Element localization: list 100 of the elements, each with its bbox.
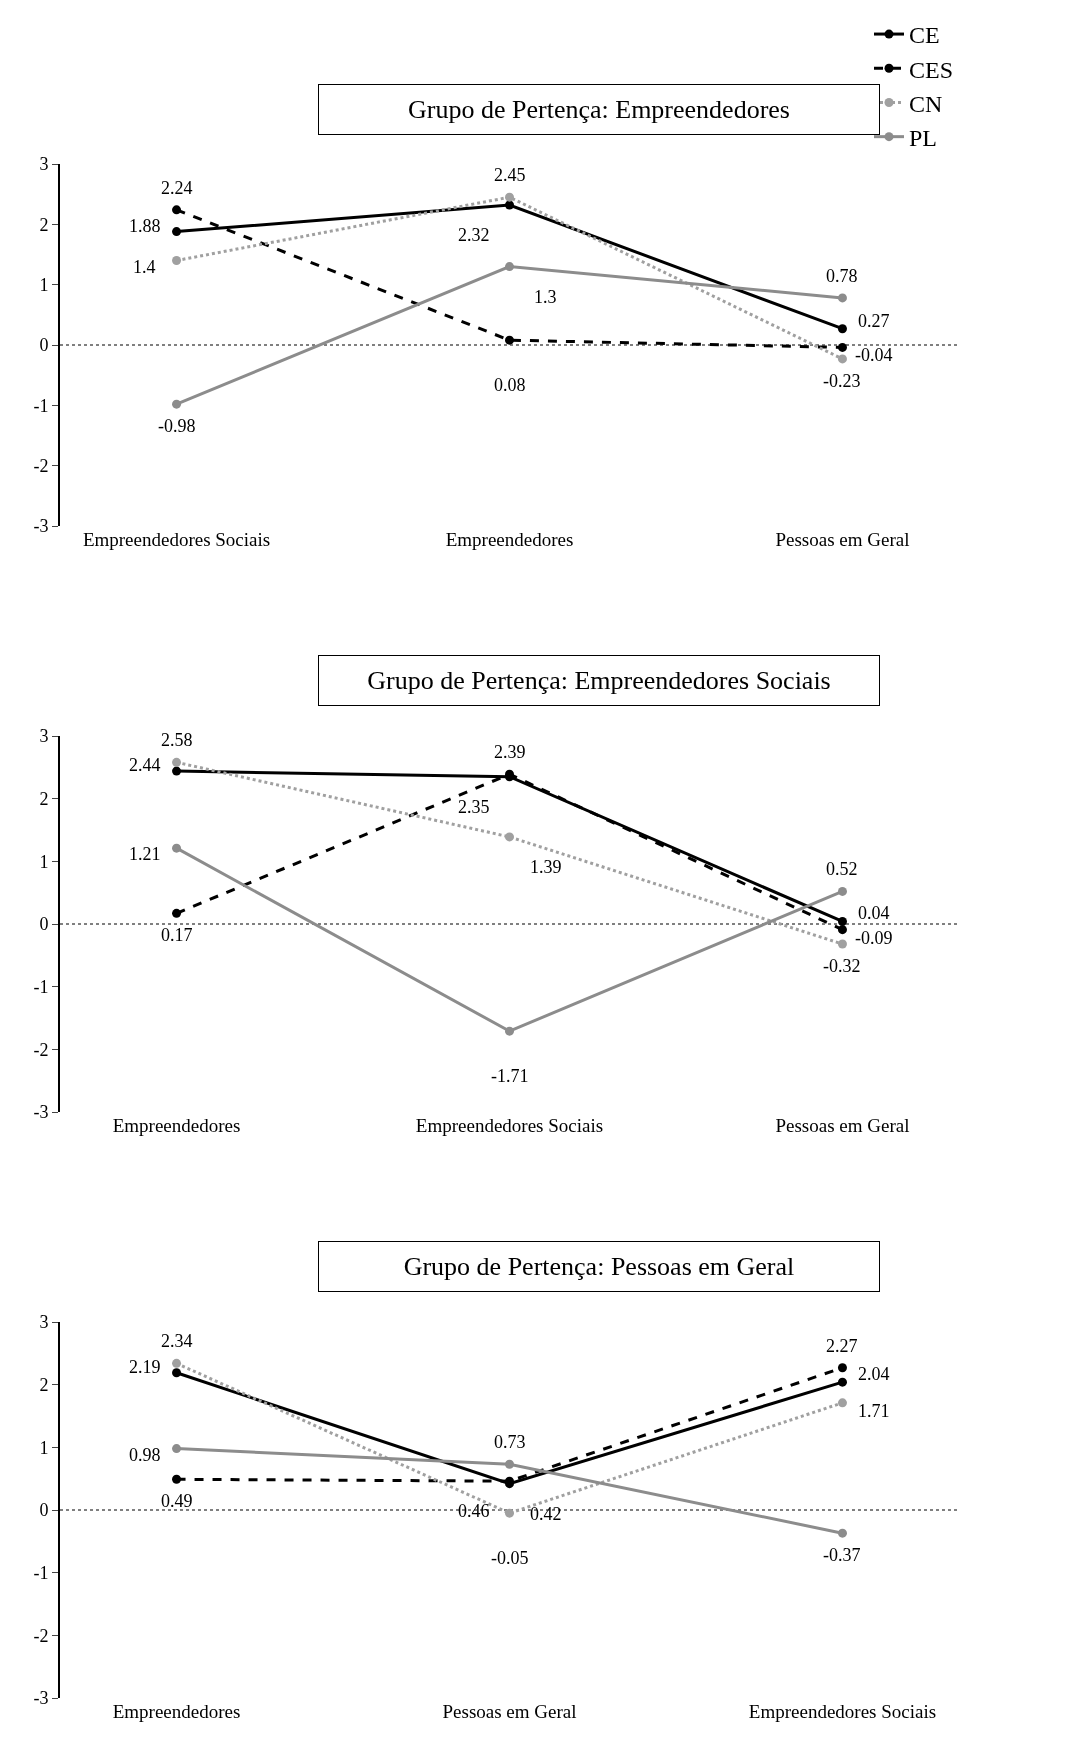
point: [837, 1377, 847, 1387]
point: [172, 1474, 182, 1484]
y-tick-label: 2: [39, 788, 49, 809]
point: [505, 262, 514, 272]
x-tick-label: Empreendedores Sociais: [82, 529, 271, 550]
data-label: 2.24: [161, 178, 193, 198]
legend-label: PL: [909, 125, 938, 152]
data-label: 2.04: [858, 1364, 890, 1384]
point: [837, 293, 847, 303]
data-label: 0.49: [161, 1491, 193, 1511]
point: [837, 324, 847, 334]
data-label: 2.34: [161, 1331, 193, 1351]
point: [505, 200, 514, 210]
point: [837, 342, 847, 352]
data-label: 0.27: [858, 311, 890, 331]
point: [172, 766, 182, 776]
point: [837, 1363, 847, 1373]
data-label: -1.71: [491, 1066, 529, 1086]
y-tick-label: 3: [39, 726, 49, 747]
data-label: 2.45: [494, 165, 526, 185]
y-tick-label: 1: [39, 1437, 49, 1458]
data-label: 1.88: [129, 216, 161, 236]
x-tick-label: Pessoas em Geral: [442, 1701, 577, 1722]
point: [172, 399, 182, 409]
point: [172, 908, 182, 918]
y-tick-label: 0: [39, 335, 49, 356]
y-tick-label: 3: [39, 154, 49, 175]
data-label: -0.32: [823, 956, 861, 976]
y-tick-label: -1: [33, 395, 49, 416]
point: [172, 757, 182, 767]
data-label: 0.46: [458, 1501, 490, 1521]
x-tick-label: Empreendedores: [445, 529, 574, 550]
point: [837, 916, 847, 926]
y-tick-label: 1: [39, 274, 49, 295]
data-label: -0.05: [491, 1548, 529, 1568]
point: [505, 1508, 514, 1518]
data-label: 1.21: [129, 844, 161, 864]
data-label: 0.78: [826, 266, 858, 286]
data-label: 0.04: [858, 903, 890, 923]
data-label: 2.44: [129, 755, 161, 775]
data-label: 0.98: [129, 1445, 161, 1465]
y-tick-label: -2: [33, 1039, 49, 1060]
data-label: 2.27: [826, 1336, 858, 1356]
point: [172, 843, 182, 853]
data-label: 0.17: [161, 925, 193, 945]
point: [172, 227, 182, 237]
y-tick-label: 2: [39, 1374, 49, 1395]
data-label: -0.09: [855, 928, 893, 948]
chart-title: Grupo de Pertença: Empreendedores: [408, 95, 790, 124]
chart-title: Grupo de Pertença: Pessoas em Geral: [403, 1252, 795, 1281]
point: [172, 1368, 182, 1378]
data-label: 2.35: [458, 797, 490, 817]
data-label: 2.32: [458, 225, 490, 245]
data-label: 1.3: [534, 287, 557, 307]
data-label: 1.4: [133, 257, 156, 277]
y-tick-label: 3: [39, 1312, 49, 1333]
point: [505, 335, 514, 345]
legend-label: CN: [909, 90, 943, 117]
chart-title: Grupo de Pertença: Empreendedores Sociais: [367, 666, 831, 695]
y-tick-label: -2: [33, 1625, 49, 1646]
x-tick-label: Empreendedores Sociais: [748, 1701, 937, 1722]
x-tick-label: Pessoas em Geral: [775, 529, 910, 550]
data-label: 2.58: [161, 730, 193, 750]
y-tick-label: -3: [33, 1102, 49, 1123]
y-tick-label: 1: [39, 851, 49, 872]
data-label: 0.73: [494, 1432, 526, 1452]
data-label: 1.71: [858, 1401, 890, 1421]
y-tick-label: -1: [33, 976, 49, 997]
legend-label: CES: [909, 56, 954, 83]
y-tick-label: -1: [33, 1562, 49, 1583]
data-label: -0.04: [855, 345, 893, 365]
legend-label: CE: [909, 22, 940, 49]
point: [172, 256, 182, 266]
point: [505, 1459, 514, 1469]
data-label: 1.39: [530, 857, 562, 877]
point: [837, 354, 847, 364]
data-label: -0.37: [823, 1545, 861, 1565]
data-label: -0.98: [158, 416, 196, 436]
point: [837, 925, 847, 935]
point: [172, 205, 182, 215]
y-tick-label: -3: [33, 1688, 49, 1709]
point: [172, 1358, 182, 1368]
x-tick-label: Empreendedores: [112, 1115, 241, 1136]
point: [837, 1528, 847, 1538]
y-tick-label: 2: [39, 214, 49, 235]
point: [172, 1444, 182, 1454]
data-label: 0.42: [530, 1504, 562, 1524]
data-label: 0.52: [826, 859, 858, 879]
data-label: 2.19: [129, 1357, 161, 1377]
point: [505, 832, 514, 842]
data-label: 0.08: [494, 375, 526, 395]
y-tick-label: -3: [33, 516, 49, 537]
x-tick-label: Pessoas em Geral: [775, 1115, 910, 1136]
point: [837, 939, 847, 949]
y-tick-label: 0: [39, 1500, 49, 1521]
x-tick-label: Empreendedores: [112, 1701, 241, 1722]
point: [505, 192, 514, 202]
data-label: -0.23: [823, 371, 861, 391]
point: [505, 1026, 514, 1036]
x-tick-label: Empreendedores Sociais: [415, 1115, 604, 1136]
